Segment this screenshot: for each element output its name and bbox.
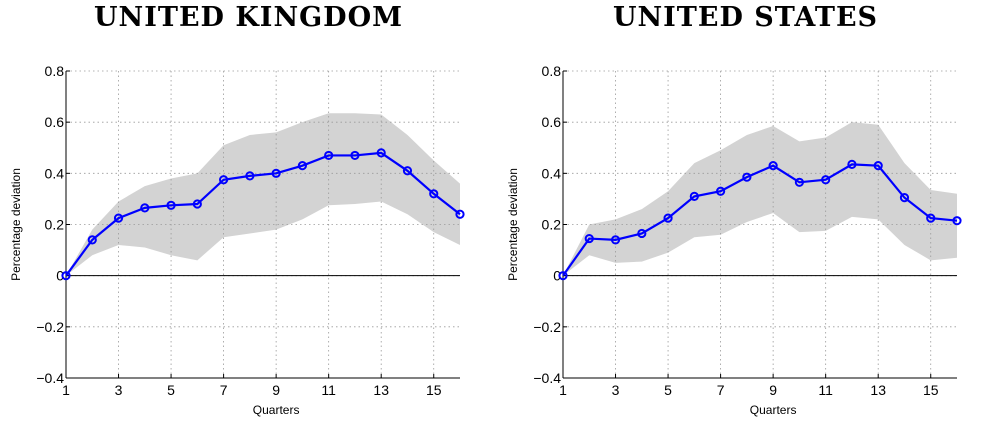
x-tick-label: 11 [818, 382, 833, 398]
y-tick-label: −0.2 [36, 319, 64, 335]
x-tick-label: 15 [426, 382, 442, 398]
data-point [926, 213, 936, 223]
data-point [87, 235, 97, 245]
data-point [637, 228, 647, 239]
data-point [768, 161, 778, 171]
x-tick-label: 15 [923, 382, 939, 398]
x-tick-label: 7 [220, 382, 228, 398]
data-point [952, 216, 962, 226]
y-tick-label: 0.4 [45, 165, 65, 181]
data-point [873, 161, 883, 171]
data-point [245, 171, 255, 181]
confidence-band [66, 113, 460, 276]
data-point [689, 191, 699, 201]
data-point [166, 200, 176, 210]
data-point [847, 159, 857, 169]
y-tick-label: 0.8 [542, 63, 562, 79]
y-axis-label: Percentage deviation [506, 168, 520, 281]
y-tick-label: 0.8 [45, 63, 65, 79]
confidence-band [563, 122, 957, 276]
data-point [140, 203, 150, 213]
y-tick-label: 0.2 [542, 217, 562, 233]
data-point [271, 168, 281, 178]
x-axis-label: Quarters [253, 403, 300, 417]
data-point [899, 193, 910, 203]
x-tick-label: 1 [62, 382, 70, 398]
y-tick-label: 0 [553, 268, 561, 284]
data-point [113, 213, 124, 223]
chart-panel-uk: UNITED KINGDOM 1 3 5 7 9 11 13 15 −0.4 −0.2 0 0.2 0.… [9, 2, 465, 417]
data-point [429, 189, 439, 199]
x-tick-label: 5 [167, 382, 175, 398]
x-tick-label: 1 [559, 382, 567, 398]
chart-uk: 1 3 5 7 9 11 13 15−0.4−0.200.20.40.60.8Quarters… [9, 63, 465, 417]
chart-us: 1 3 5 7 9 11 13 15−0.4−0.200.20.40.60.8Quarters… [506, 63, 962, 417]
data-point [350, 150, 360, 161]
data-point [584, 233, 594, 244]
y-tick-label: 0.4 [542, 165, 562, 181]
data-point [558, 271, 568, 281]
y-tick-label: −0.4 [533, 370, 561, 386]
data-point [402, 166, 413, 176]
data-point [742, 172, 752, 182]
y-axis-label: Percentage deviation [9, 168, 23, 281]
data-point [455, 209, 465, 219]
x-tick-label: 9 [272, 382, 280, 398]
x-tick-label: 3 [612, 382, 620, 398]
data-point [610, 235, 621, 245]
data-point [821, 175, 831, 185]
chart-panel-us: UNITED STATES 1 3 5 7 9 11 13 15 −0.4 −0.2 0 0.2 0.4… [497, 0, 994, 422]
data-point [376, 148, 386, 158]
data-point [61, 271, 71, 281]
y-tick-label: −0.4 [36, 370, 64, 386]
x-tick-label: 3 [115, 382, 123, 398]
x-tick-label: 7 [717, 382, 725, 398]
y-tick-label: 0.2 [45, 217, 65, 233]
y-tick-label: −0.2 [533, 319, 561, 335]
y-tick-label: 0 [56, 268, 64, 284]
chart-title: UNITED STATES [612, 2, 879, 33]
data-point [297, 161, 307, 171]
data-point [192, 199, 202, 209]
y-tick-label: 0.6 [542, 114, 562, 130]
x-tick-label: 9 [769, 382, 777, 398]
data-point [324, 150, 334, 161]
data-point [663, 213, 673, 223]
x-tick-label: 13 [373, 382, 389, 398]
x-tick-label: 13 [870, 382, 886, 398]
x-tick-label: 11 [321, 382, 336, 398]
series-line [65, 151, 461, 277]
data-point [219, 175, 229, 185]
y-tick-label: 0.6 [45, 114, 65, 130]
chart-title: UNITED KINGDOM [94, 2, 403, 33]
series-line [562, 163, 958, 277]
x-tick-label: 5 [664, 382, 672, 398]
x-axis-label: Quarters [750, 403, 797, 417]
data-point [716, 186, 726, 196]
data-point [794, 177, 804, 187]
